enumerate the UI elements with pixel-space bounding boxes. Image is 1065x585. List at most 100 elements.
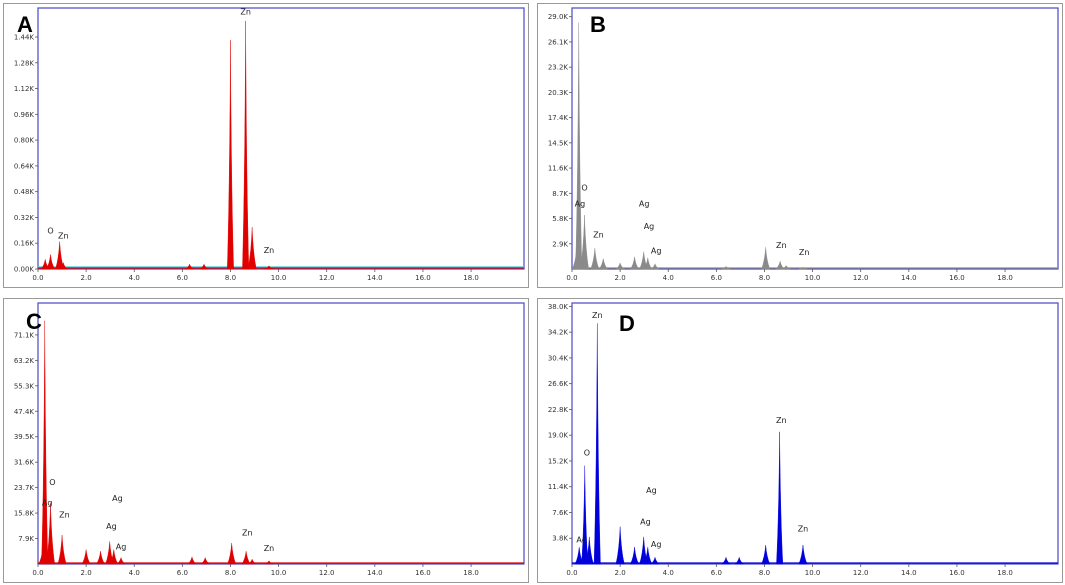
x-tick-label: 4.0 — [663, 274, 674, 282]
element-label: Ag — [576, 535, 587, 544]
y-tick-label: 1.44K — [14, 34, 35, 42]
plot-frame — [571, 302, 1059, 565]
x-tick-label: 14.0 — [367, 274, 383, 282]
y-tick-label: 38.0K — [548, 303, 569, 311]
element-label: Ag — [651, 246, 662, 255]
y-tick-label: 15.8K — [14, 510, 35, 518]
y-tick-label: 3.8K — [552, 535, 568, 543]
x-tick-label: 18.0 — [463, 274, 479, 282]
spectrum-peak — [57, 534, 67, 565]
x-tick-label: 12.0 — [853, 274, 869, 282]
y-tick-label: 26.1K — [548, 38, 569, 46]
spectrum-peak — [247, 227, 257, 270]
element-label: Zn — [240, 7, 251, 16]
spectrum-peak — [593, 323, 601, 565]
element-label: Zn — [59, 510, 70, 519]
spectrum-peak — [761, 545, 771, 565]
element-label: Zn — [242, 529, 253, 538]
spectrum-peak — [798, 266, 808, 270]
y-tick-label: 63.2K — [14, 357, 35, 365]
panel-label-b: B — [590, 12, 606, 37]
spectrum-peak — [721, 266, 731, 270]
element-label: Ag — [640, 518, 651, 527]
y-tick-label: 22.8K — [548, 406, 569, 414]
spectrum-peak — [781, 265, 791, 270]
element-label: Zn — [798, 524, 809, 533]
spectrum-peak — [615, 262, 625, 270]
spectrum-peak — [643, 257, 653, 270]
y-tick-label: 17.4K — [548, 114, 569, 122]
x-tick-label: 14.0 — [367, 569, 383, 577]
y-tick-label: 29.0K — [548, 13, 569, 21]
x-tick-label: 2.0 — [81, 569, 92, 577]
element-label: Ag — [644, 222, 655, 231]
panel-label-d: D — [619, 311, 635, 336]
spectrum-peak — [264, 560, 274, 565]
x-tick-label: 2.0 — [615, 274, 626, 282]
element-label: Ag — [646, 486, 657, 495]
y-tick-label: 34.2K — [548, 329, 569, 337]
spectrum-peak — [264, 265, 274, 270]
element-label: Zn — [58, 231, 69, 240]
element-label: Zn — [264, 246, 275, 255]
y-tick-label: 39.5K — [14, 433, 35, 441]
x-tick-label: 12.0 — [319, 569, 335, 577]
y-tick-label: 14.5K — [548, 139, 569, 147]
y-tick-label: 2.9K — [552, 240, 568, 248]
plot-frame — [37, 7, 525, 270]
x-tick-label: 16.0 — [949, 274, 965, 282]
x-tick-label: 8.0 — [225, 569, 236, 577]
y-tick-label: 1.28K — [14, 59, 35, 67]
x-tick-label: 18.0 — [997, 569, 1013, 577]
spectrum-peak — [95, 551, 106, 565]
plot-frame — [37, 302, 525, 565]
spectrum-peak — [41, 320, 49, 565]
y-tick-label: 30.4K — [548, 354, 569, 362]
spectrum-peak — [200, 557, 211, 565]
y-tick-label: 0.32K — [14, 214, 35, 222]
spectrum-peak — [58, 262, 69, 270]
spectrum-peak — [46, 502, 55, 565]
element-label: Ag — [112, 494, 123, 503]
y-tick-label: 23.2K — [548, 64, 569, 72]
y-tick-label: 1.12K — [14, 85, 35, 93]
x-tick-label: 18.0 — [463, 569, 479, 577]
x-tick-label: 8.0 — [759, 569, 770, 577]
y-tick-label: 47.4K — [14, 408, 35, 416]
y-tick-label: 7.9K — [18, 535, 34, 543]
element-label: Ag — [575, 199, 586, 208]
x-tick-label: 0.0 — [32, 274, 43, 282]
spectrum-peak — [45, 254, 56, 270]
element-label: Zn — [593, 231, 604, 240]
spectrum-peak — [227, 543, 237, 565]
x-tick-label: 16.0 — [949, 569, 965, 577]
x-tick-label: 0.0 — [32, 569, 43, 577]
x-tick-label: 18.0 — [997, 274, 1013, 282]
spectrum-peak — [629, 256, 640, 270]
spectrum-peak — [761, 247, 771, 270]
y-tick-label: 8.7K — [552, 190, 568, 198]
spectrum-peak — [247, 558, 257, 565]
y-tick-label: 11.6K — [548, 165, 569, 173]
panel-b: 0.0 2.0 4.0 6.0 8.0 10.0 12.0 14.0 16.0 18.0 2.9K 5… — [537, 3, 1063, 288]
element-label: O — [47, 227, 53, 236]
x-tick-label: 8.0 — [759, 274, 770, 282]
spectrum-peak — [650, 263, 660, 270]
y-tick-label: 11.4K — [548, 483, 569, 491]
y-tick-label: 55.3K — [14, 382, 35, 390]
element-label: O — [49, 478, 55, 487]
x-tick-label: 10.0 — [805, 569, 821, 577]
spectrum-peak — [598, 258, 608, 270]
spectrum-peak — [581, 465, 589, 565]
spectrum-peak — [775, 261, 785, 270]
y-tick-label: 0.96K — [14, 111, 35, 119]
spectrum-plot-b: 0.0 2.0 4.0 6.0 8.0 10.0 12.0 14.0 16.0 18.0 2.9K 5… — [548, 7, 1059, 282]
element-label: Zn — [776, 241, 787, 250]
panel-c: 0.0 2.0 4.0 6.0 8.0 10.0 12.0 14.0 16.0 18.0 7.9K 1… — [3, 298, 529, 583]
x-tick-label: 10.0 — [271, 274, 287, 282]
x-tick-label: 6.0 — [177, 569, 188, 577]
x-tick-label: 14.0 — [901, 569, 917, 577]
x-tick-label: 4.0 — [663, 569, 674, 577]
element-label: Zn — [592, 311, 603, 320]
spectrum-plot-c: 0.0 2.0 4.0 6.0 8.0 10.0 12.0 14.0 16.0 18.0 7.9K 1… — [14, 302, 525, 577]
